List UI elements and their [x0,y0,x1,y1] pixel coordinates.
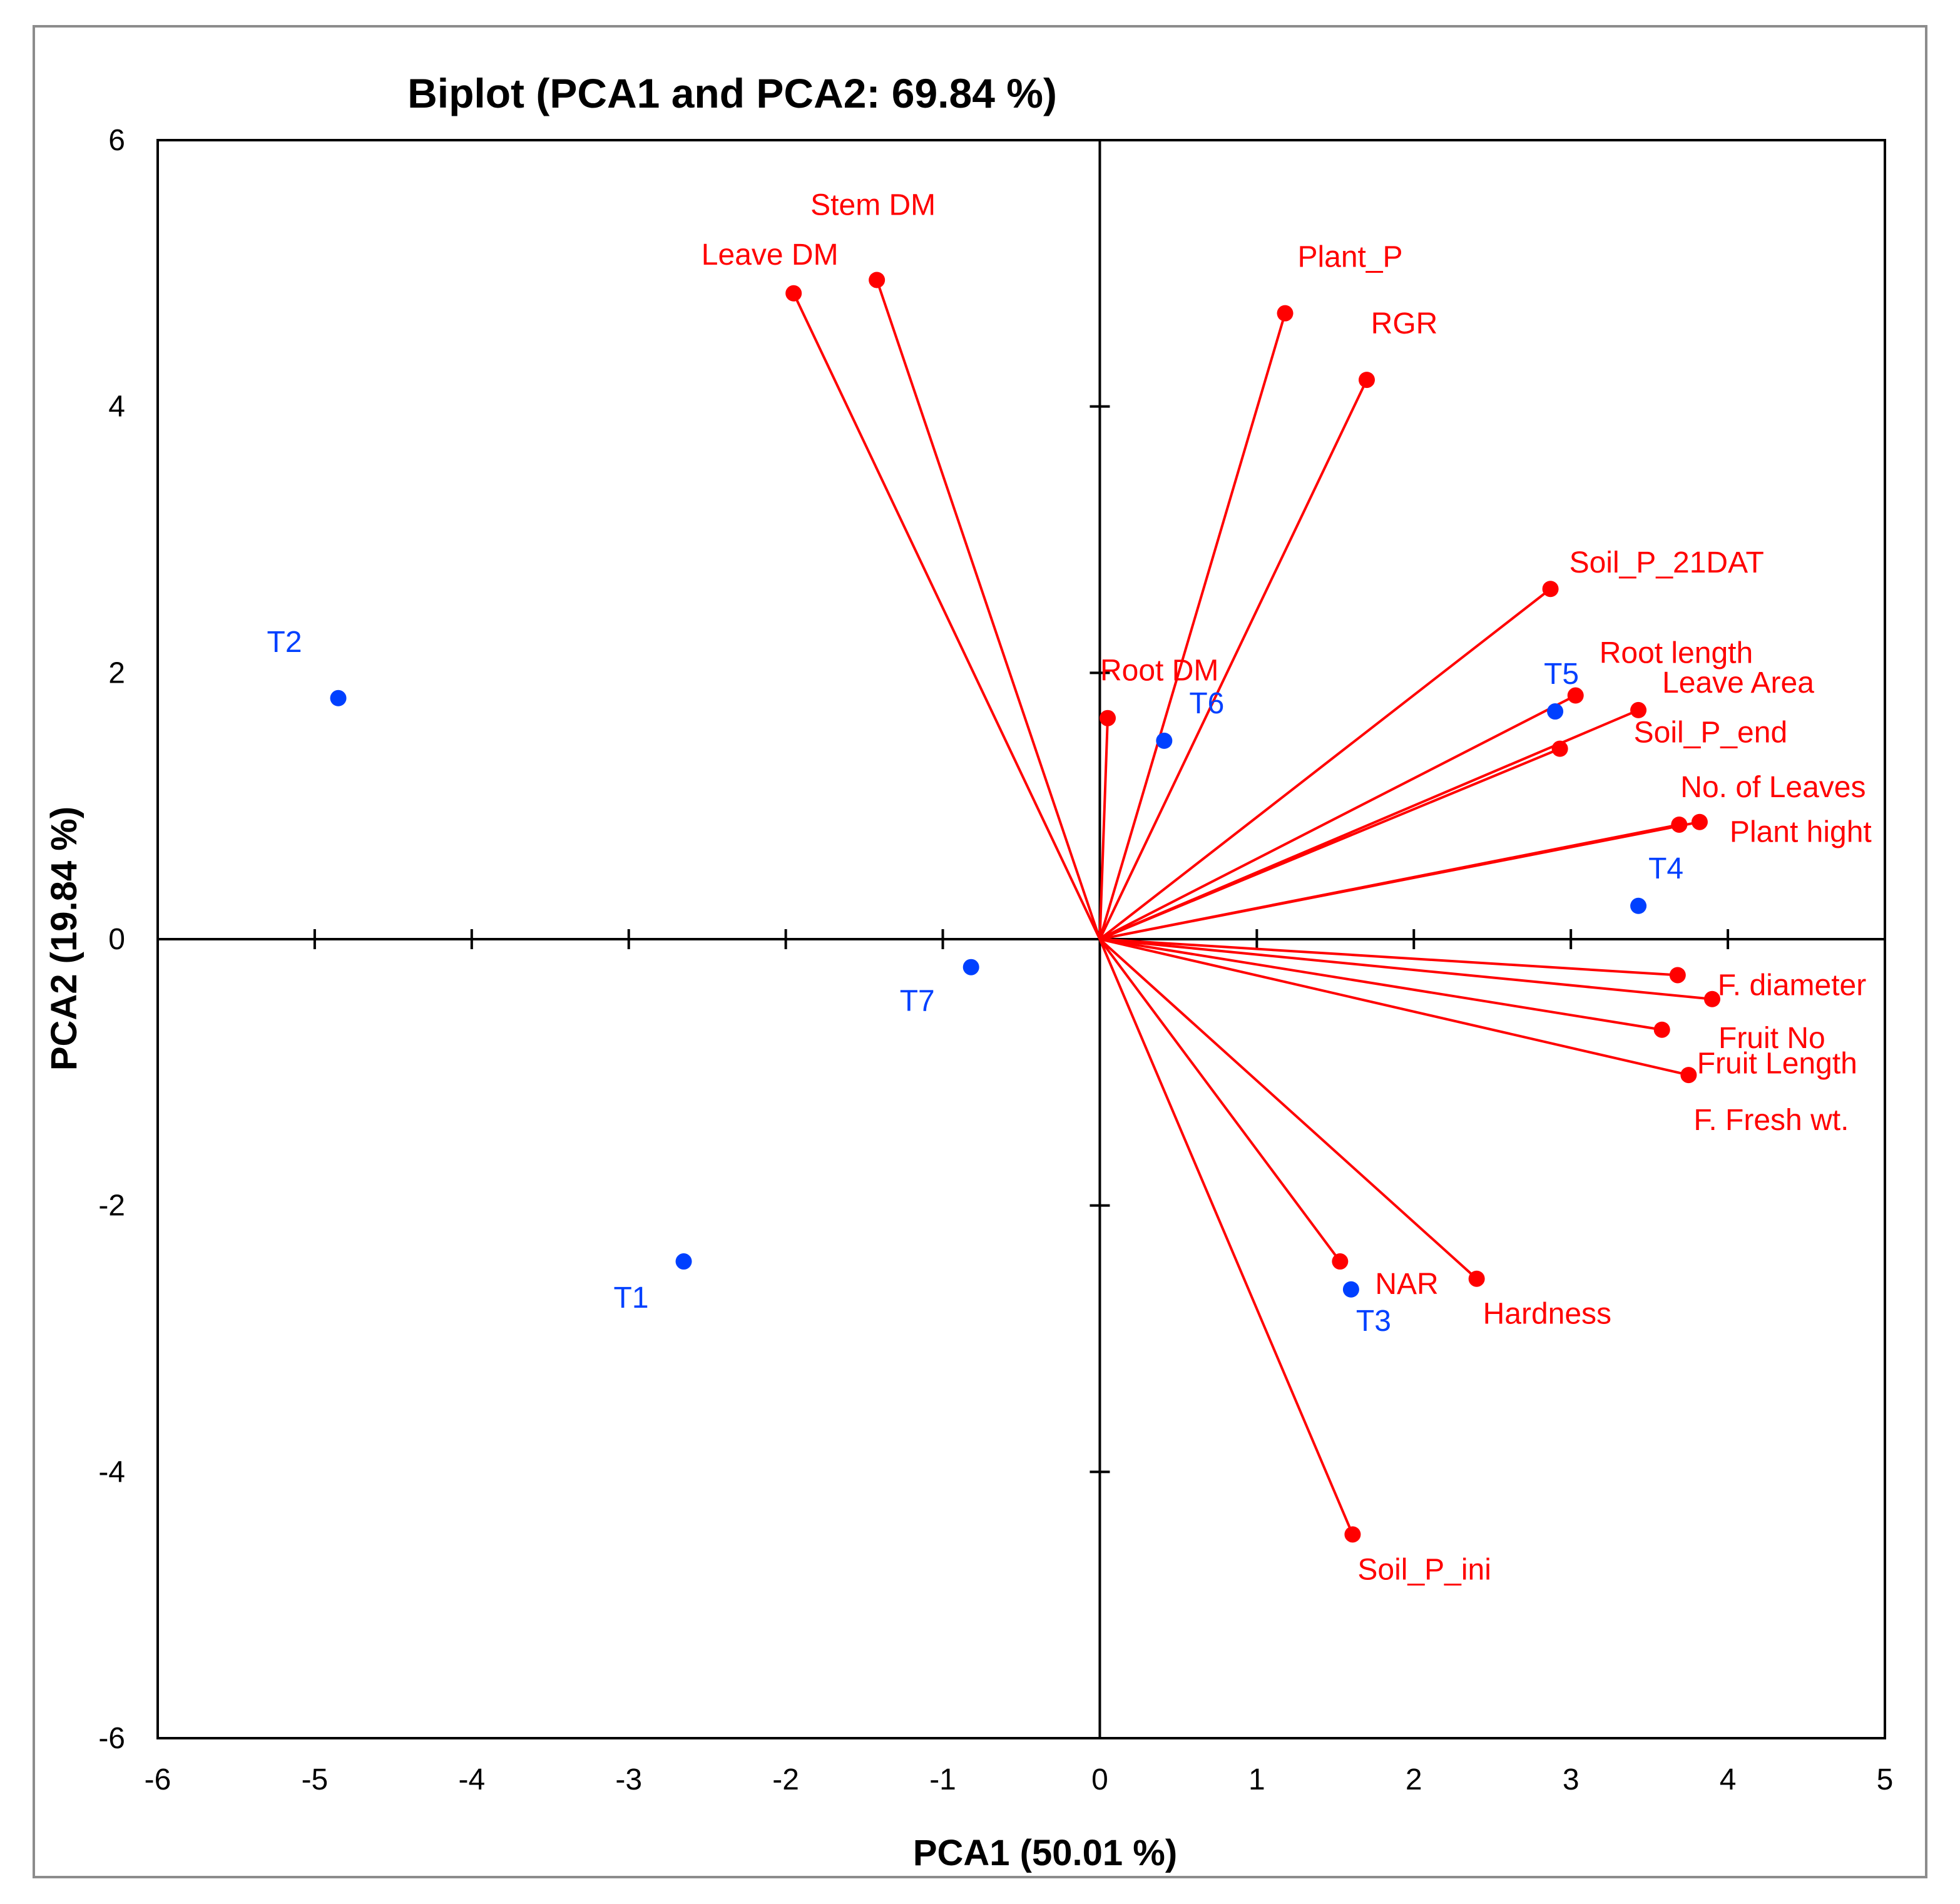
treatment-label: T6 [1189,687,1224,720]
loading-vector-point [1669,967,1686,984]
loading-vector-line [1100,938,1663,1031]
chart-title: Biplot (PCA1 and PCA2: 69.84 %) [407,70,1057,116]
loading-vector-label: Soil_P_ini [1357,1553,1491,1586]
x-tick-label: 2 [1406,1763,1422,1796]
loading-vector-line [1100,938,1678,977]
x-tick-label: -2 [772,1763,799,1796]
loading-vector-line [875,279,1101,940]
loading-vector-point [1551,740,1568,757]
loading-vector-point [1359,372,1375,389]
treatment-label: T5 [1544,658,1579,691]
y-tick-label: 2 [108,656,125,690]
x-tick-label: -6 [145,1763,171,1796]
loading-vector-line [1098,938,1341,1263]
loading-vector-label: Plant hight [1730,816,1872,849]
loading-vector-label: Stem DM [810,188,936,221]
y-tick-label: -2 [98,1189,125,1223]
loading-vector-label: NAR [1375,1268,1438,1301]
loading-vector-label: F. diameter [1718,969,1866,1002]
loading-vector-label: F. Fresh wt. [1693,1104,1849,1137]
loading-vector-label: Root length [1600,637,1753,670]
loading-vector-point [869,272,886,288]
loading-vector-label: Fruit No [1718,1022,1825,1055]
treatment-point [1156,732,1173,749]
loading-vector-line [1098,718,1109,940]
x-tick-label: 1 [1248,1763,1265,1796]
treatment-label: T7 [900,985,935,1018]
treatment-scores: T1 T2 T3 T4 T5 T6 T7 [267,626,1684,1338]
loading-vector-line [1099,938,1478,1280]
loading-vector-label: Soil_P_21DAT [1570,546,1764,579]
loading-vector-label: Hardness [1483,1298,1611,1331]
x-tick-label: 0 [1091,1763,1108,1796]
loading-vector-point [1691,813,1708,830]
x-tick-label: -3 [615,1763,642,1796]
loading-vector-point [1671,816,1688,833]
loading-vector-label: Root DM [1100,654,1218,688]
loading-vector-point [1542,581,1559,598]
x-tick-label: 3 [1563,1763,1580,1796]
chart-frame [33,25,1927,1878]
loading-vector-label: RGR [1371,307,1438,340]
y-tick-label: -4 [98,1455,125,1489]
treatment-point [675,1253,692,1270]
loading-vectors: Stem DM Leave DM Plant_P RGR Soil_P_21DAT Roo… [702,188,1872,1586]
x-tick-label: -4 [458,1763,485,1796]
x-axis-title: PCA1 (50.01 %) [913,1833,1177,1873]
loading-vector-point [1704,990,1720,1007]
x-tick-labels: -6 -5 -4 -3 -2 -1 0 1 2 3 4 5 [145,1763,1894,1796]
treatment-label: T4 [1648,852,1683,885]
loading-vector-label: Soil_P_end [1634,716,1788,750]
loading-vector-label: No. of Leaves [1680,771,1866,804]
loading-vector-point [1468,1270,1485,1287]
loading-vector-line [1098,313,1287,940]
loading-vector-point [1653,1021,1670,1038]
x-tick-label: 5 [1877,1763,1894,1796]
y-tick-label: -6 [98,1722,125,1755]
x-tick-label: 4 [1720,1763,1737,1796]
loading-vector-point [1277,305,1294,322]
loading-vector-point [1567,687,1584,704]
loading-vector-label: Fruit Length [1697,1047,1857,1081]
loading-vector-line [1099,747,1561,940]
y-axis-title: PCA2 (19.84 %) [44,807,84,1071]
x-tick-label: -5 [302,1763,329,1796]
y-tick-label: 0 [108,923,125,956]
treatment-label: T2 [267,626,302,659]
loading-vector-line [1100,820,1700,940]
loading-vector-label: Plant_P [1297,241,1402,274]
treatment-point [1630,897,1647,914]
treatment-point [1342,1281,1359,1298]
loading-vector-point [785,285,802,302]
loading-vector-line [1100,938,1689,1077]
treatment-label: T3 [1356,1305,1391,1338]
treatment-point [962,959,979,975]
loading-vector-point [1332,1253,1349,1270]
loading-vector-point [1100,710,1116,726]
y-tick-labels: -6 -4 -2 0 2 4 6 [98,124,125,1755]
treatment-label: T1 [614,1281,649,1315]
loading-vector-line [1098,379,1368,940]
loading-vector-line [792,292,1101,940]
loading-vector-label: Leave Area [1662,666,1814,700]
y-tick-label: 4 [108,390,125,424]
loading-vector-label: Leave DM [702,238,839,272]
loading-vector-line [1098,939,1354,1535]
x-tick-label: -1 [929,1763,956,1796]
treatment-point [330,690,347,706]
zero-axes [158,140,1885,1738]
loading-vector-point [1344,1526,1361,1543]
y-tick-label: 6 [108,124,125,157]
loading-vector-line [1100,938,1713,1000]
loading-vector-point [1680,1067,1697,1084]
loading-vector-line [1099,694,1576,940]
loading-vector-point [1630,701,1647,718]
loading-vector-line [1099,588,1551,940]
treatment-point [1547,703,1564,720]
